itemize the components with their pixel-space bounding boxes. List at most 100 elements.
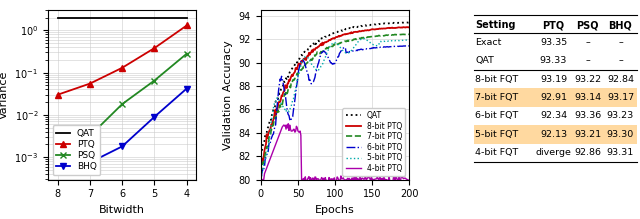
6-bit PTQ — [257, 176, 264, 178]
Line: 8-bit PTQ: 8-bit PTQ — [260, 27, 409, 167]
Text: 93.35: 93.35 — [540, 38, 567, 47]
5-bit PTQ — [337, 47, 345, 49]
PSQ — [183, 52, 191, 55]
6-bit PTQ — [311, 76, 319, 79]
5-bit PTQ — [319, 61, 327, 64]
Text: diverge: diverge — [536, 148, 572, 157]
Text: PTQ: PTQ — [543, 20, 564, 30]
Line: 6-bit PTQ: 6-bit PTQ — [260, 46, 409, 177]
FancyBboxPatch shape — [474, 88, 637, 107]
6-bit PTQ — [270, 129, 278, 131]
FancyBboxPatch shape — [474, 125, 637, 143]
4-bit PTQ — [320, 177, 328, 180]
Y-axis label: Variance: Variance — [0, 71, 9, 119]
4-bit PTQ — [312, 176, 319, 178]
8-bit PTQ — [319, 44, 327, 46]
7-bit PTQ — [405, 33, 413, 35]
8-bit PTQ — [257, 165, 264, 168]
4-bit PTQ — [270, 147, 278, 150]
Text: 93.23: 93.23 — [607, 111, 634, 120]
Text: 93.33: 93.33 — [540, 56, 567, 65]
4-bit PTQ — [338, 178, 346, 180]
Line: PTQ: PTQ — [54, 22, 190, 98]
6-bit PTQ — [403, 44, 411, 47]
Text: –: – — [586, 56, 590, 65]
6-bit PTQ — [337, 50, 345, 53]
PTQ — [86, 82, 94, 85]
5-bit PTQ — [405, 39, 413, 41]
7-bit PTQ — [337, 41, 345, 44]
PTQ — [54, 94, 61, 96]
Line: 4-bit PTQ: 4-bit PTQ — [260, 124, 409, 185]
QAT — [258, 152, 266, 154]
Text: 4-bit FQT: 4-bit FQT — [476, 148, 518, 157]
Text: 92.13: 92.13 — [540, 130, 567, 139]
7-bit PTQ — [258, 169, 266, 171]
BHQ — [150, 115, 158, 118]
QAT — [257, 154, 264, 157]
4-bit PTQ — [258, 178, 266, 181]
QAT — [405, 21, 413, 24]
8-bit PTQ — [270, 115, 278, 118]
Text: 92.84: 92.84 — [607, 75, 634, 84]
Text: QAT: QAT — [476, 56, 494, 65]
QAT — [54, 16, 61, 19]
PSQ — [54, 153, 61, 155]
8-bit PTQ — [311, 49, 319, 51]
5-bit PTQ — [311, 67, 319, 70]
QAT — [393, 22, 401, 24]
PTQ — [150, 47, 158, 49]
6-bit PTQ — [393, 45, 401, 48]
6-bit PTQ — [258, 174, 266, 177]
BHQ — [183, 87, 191, 90]
7-bit PTQ — [311, 55, 319, 57]
PSQ — [86, 134, 94, 137]
7-bit PTQ — [393, 33, 401, 36]
PSQ — [150, 79, 158, 82]
BHQ — [118, 145, 126, 148]
Text: –: – — [618, 38, 623, 47]
Text: –: – — [618, 56, 623, 65]
Text: 7-bit FQT: 7-bit FQT — [476, 93, 518, 102]
Text: 6-bit FQT: 6-bit FQT — [476, 111, 518, 120]
5-bit PTQ — [258, 175, 266, 178]
Text: 5-bit FQT: 5-bit FQT — [476, 130, 518, 139]
5-bit PTQ — [257, 179, 264, 182]
7-bit PTQ — [270, 118, 278, 120]
4-bit PTQ — [284, 122, 292, 125]
Text: 8-bit FQT: 8-bit FQT — [476, 75, 518, 84]
Text: Exact: Exact — [476, 38, 502, 47]
Text: –: – — [586, 38, 590, 47]
QAT — [337, 29, 345, 32]
Text: Setting: Setting — [476, 20, 516, 30]
4-bit PTQ — [257, 178, 264, 181]
Text: 93.30: 93.30 — [607, 130, 634, 139]
Text: 92.91: 92.91 — [540, 93, 567, 102]
Text: 93.36: 93.36 — [574, 111, 602, 120]
QAT — [86, 16, 94, 19]
8-bit PTQ — [405, 26, 413, 29]
BHQ — [54, 171, 61, 173]
Line: PSQ: PSQ — [54, 51, 190, 157]
Legend: QAT, PTQ, PSQ, BHQ: QAT, PTQ, PSQ, BHQ — [52, 125, 100, 175]
5-bit PTQ — [270, 103, 278, 105]
4-bit PTQ — [351, 183, 358, 186]
Line: 7-bit PTQ: 7-bit PTQ — [260, 34, 409, 174]
Text: 93.21: 93.21 — [574, 130, 602, 139]
5-bit PTQ — [359, 37, 367, 40]
4-bit PTQ — [405, 179, 413, 181]
Line: QAT: QAT — [260, 22, 409, 155]
6-bit PTQ — [319, 50, 327, 53]
QAT — [311, 41, 319, 44]
QAT — [270, 107, 278, 110]
Text: 92.86: 92.86 — [574, 148, 602, 157]
7-bit PTQ — [257, 172, 264, 175]
Text: 93.31: 93.31 — [607, 148, 634, 157]
6-bit PTQ — [405, 45, 413, 47]
PTQ — [183, 24, 191, 27]
BHQ — [86, 161, 94, 164]
7-bit PTQ — [319, 49, 327, 52]
PTQ — [118, 67, 126, 69]
Text: PSQ: PSQ — [577, 20, 599, 30]
QAT — [183, 16, 191, 19]
